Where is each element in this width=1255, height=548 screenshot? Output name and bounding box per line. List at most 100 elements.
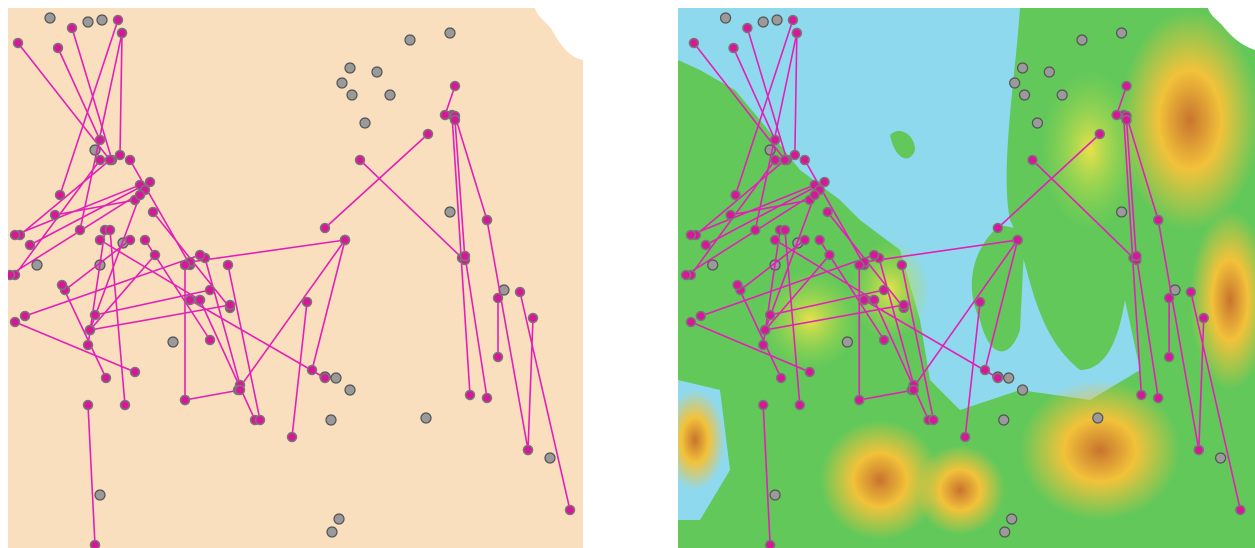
- map-figure: [0, 0, 1255, 548]
- linked-station: [321, 374, 330, 383]
- linked-station: [766, 311, 775, 320]
- linked-station: [1028, 156, 1037, 165]
- linked-station: [1137, 391, 1146, 400]
- linked-station: [788, 16, 797, 25]
- linked-station: [993, 374, 1002, 383]
- linked-station: [529, 314, 538, 323]
- linked-station: [224, 261, 233, 270]
- linked-station: [696, 312, 705, 321]
- station: [1077, 35, 1087, 45]
- station: [421, 413, 431, 423]
- linked-station: [26, 241, 35, 250]
- linked-station: [524, 446, 533, 455]
- linked-station: [256, 416, 265, 425]
- linked-station: [689, 39, 698, 48]
- linked-station: [126, 156, 135, 165]
- linked-station: [146, 178, 155, 187]
- linked-station: [566, 506, 575, 515]
- linked-station: [766, 541, 775, 548]
- station: [999, 415, 1009, 425]
- linked-station: [879, 336, 888, 345]
- station: [1020, 90, 1030, 100]
- linked-station: [196, 251, 205, 260]
- station: [445, 207, 455, 217]
- linked-station: [909, 386, 918, 395]
- linked-station: [86, 326, 95, 335]
- linked-station: [141, 236, 150, 245]
- linked-station: [805, 368, 814, 377]
- linked-station: [771, 136, 780, 145]
- station: [758, 17, 768, 27]
- linked-station: [1199, 314, 1208, 323]
- station: [1032, 118, 1042, 128]
- highland: [1120, 10, 1255, 230]
- linked-station: [84, 341, 93, 350]
- station: [1044, 67, 1054, 77]
- linked-station: [1165, 353, 1174, 362]
- station: [32, 260, 42, 270]
- linked-station: [686, 231, 695, 240]
- linked-station: [206, 286, 215, 295]
- linked-station: [686, 318, 695, 327]
- linked-station: [1013, 236, 1022, 245]
- linked-station: [56, 191, 65, 200]
- linked-station: [790, 151, 799, 160]
- linked-station: [91, 541, 100, 548]
- station: [326, 415, 336, 425]
- linked-station: [356, 156, 365, 165]
- highland: [665, 390, 725, 490]
- station: [1057, 90, 1067, 100]
- station: [1000, 527, 1010, 537]
- linked-station: [516, 288, 525, 297]
- linked-station: [759, 401, 768, 410]
- linked-station: [771, 236, 780, 245]
- linked-station: [441, 111, 450, 120]
- station: [1117, 28, 1127, 38]
- station: [331, 373, 341, 383]
- station: [345, 63, 355, 73]
- linked-station: [186, 296, 195, 305]
- linked-station: [149, 208, 158, 217]
- station: [1007, 514, 1017, 524]
- linked-station: [731, 191, 740, 200]
- linked-station: [1112, 111, 1121, 120]
- linked-station: [820, 178, 829, 187]
- linked-station: [181, 261, 190, 270]
- station: [770, 490, 780, 500]
- station: [445, 28, 455, 38]
- station: [1018, 63, 1028, 73]
- linked-station: [226, 301, 235, 310]
- linked-station: [341, 236, 350, 245]
- linked-station: [870, 251, 879, 260]
- station: [337, 78, 347, 88]
- linked-station: [102, 374, 111, 383]
- station: [334, 514, 344, 524]
- linked-station: [899, 301, 908, 310]
- linked-station: [483, 216, 492, 225]
- linked-station: [121, 401, 130, 410]
- linked-station: [870, 296, 879, 305]
- station: [1010, 78, 1020, 88]
- station: [345, 385, 355, 395]
- station: [1093, 413, 1103, 423]
- linked-station: [726, 211, 735, 220]
- linked-station: [54, 44, 63, 53]
- station: [405, 35, 415, 45]
- linked-station: [1095, 130, 1104, 139]
- linked-station: [976, 298, 985, 307]
- linked-station: [777, 374, 786, 383]
- linked-station: [126, 236, 135, 245]
- linked-station: [729, 44, 738, 53]
- station: [842, 337, 852, 347]
- linked-station: [11, 318, 20, 327]
- linked-station: [181, 396, 190, 405]
- linked-station: [136, 191, 145, 200]
- linked-station: [993, 224, 1002, 233]
- linked-station: [151, 251, 160, 260]
- linked-station: [11, 231, 20, 240]
- linked-station: [795, 401, 804, 410]
- page: (() => { JSON.parse(document.getElementB…: [0, 0, 1255, 548]
- station: [327, 527, 337, 537]
- station: [1018, 385, 1028, 395]
- linked-station: [1154, 394, 1163, 403]
